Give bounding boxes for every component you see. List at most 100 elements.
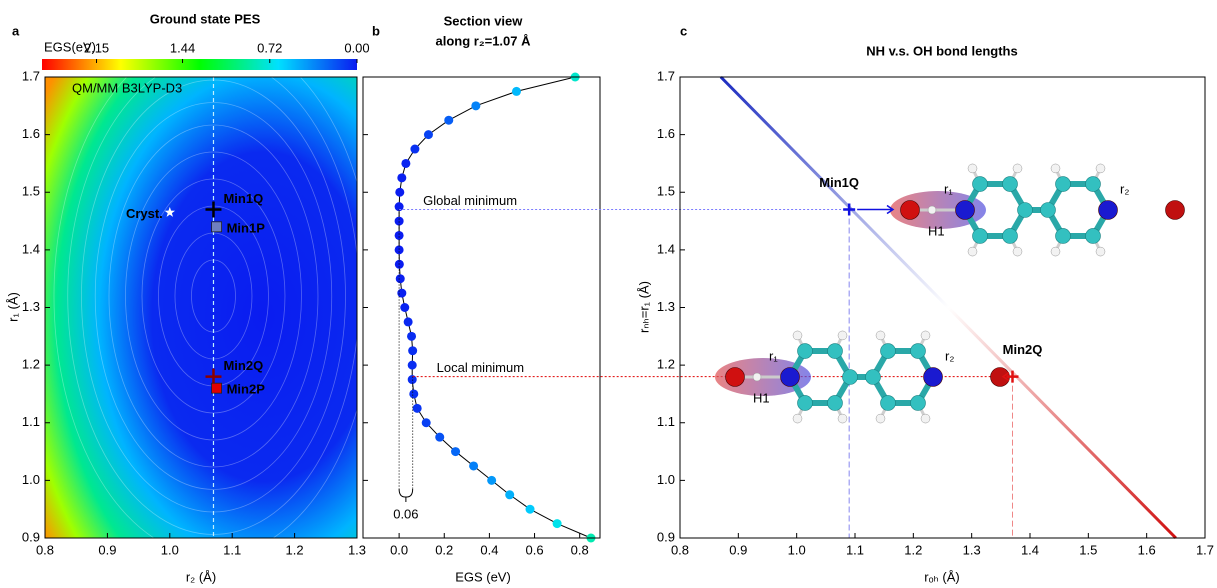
- atom-c: [1002, 176, 1018, 192]
- atom-c: [972, 228, 988, 244]
- y-tick-label: 1.0: [657, 472, 675, 487]
- x-tick-label: 1.2: [904, 542, 922, 557]
- data-point: [409, 389, 419, 399]
- atom-h: [967, 246, 978, 257]
- atom-h: [1050, 246, 1061, 257]
- atom-h: [1095, 246, 1106, 257]
- y-tick-label: 0.9: [22, 529, 40, 544]
- point-marker: [164, 206, 176, 217]
- point-marker: [211, 382, 223, 394]
- point-label: Min1P: [227, 220, 266, 235]
- data-point: [403, 317, 413, 327]
- atom-c: [972, 176, 988, 192]
- data-point: [412, 403, 422, 413]
- molecule-label: r₁: [769, 348, 778, 363]
- atom-c: [1040, 202, 1056, 218]
- y-tick-label: 1.1: [22, 414, 40, 429]
- contour-line: [53, 34, 374, 558]
- atom-h: [792, 413, 803, 424]
- atom: [1165, 200, 1185, 220]
- x-tick-label: 0.8: [571, 542, 589, 557]
- molecule-label: r₂: [945, 348, 954, 363]
- data-point: [408, 346, 418, 356]
- data-point: [394, 245, 404, 255]
- gap-label: 0.06: [393, 506, 418, 521]
- point-label: Min1Q: [223, 191, 263, 206]
- point-marker: [205, 368, 222, 385]
- minimum-label: Local minimum: [437, 360, 524, 375]
- x-axis-label: EGS (eV): [455, 569, 511, 584]
- x-tick-label: 1.3: [963, 542, 981, 557]
- plot-frame: [679, 76, 1206, 539]
- point-marker: [205, 201, 222, 218]
- atom-c: [1002, 228, 1018, 244]
- data-point: [394, 230, 404, 240]
- chart-title: Ground state PES: [150, 11, 261, 26]
- atom-h: [875, 330, 886, 341]
- atom-c: [865, 369, 881, 385]
- colorbar: [42, 59, 357, 70]
- data-point: [395, 187, 405, 197]
- y-tick-label: 1.0: [22, 472, 40, 487]
- data-point: [400, 303, 410, 312]
- x-tick-label: 1.3: [348, 542, 366, 557]
- y-tick-label: 1.5: [657, 184, 675, 199]
- data-point: [471, 101, 481, 111]
- x-tick-label: 0.6: [526, 542, 544, 557]
- x-tick-label: 1.4: [1021, 542, 1039, 557]
- molecule-label: H1: [928, 223, 945, 238]
- data-point: [394, 216, 404, 226]
- atom-h: [1012, 246, 1023, 257]
- atom: [900, 200, 920, 220]
- data-point: [552, 519, 562, 529]
- brace: [398, 489, 414, 503]
- arrow: [1001, 372, 1010, 382]
- panel-letter: b: [372, 23, 380, 38]
- atom-c: [1085, 228, 1101, 244]
- y-axis-label: r₁ (Å): [5, 292, 20, 322]
- y-tick-label: 1.4: [22, 241, 40, 256]
- atom-h: [837, 330, 848, 341]
- y-tick-label: 1.7: [22, 68, 40, 83]
- y-tick-label: 1.7: [657, 68, 675, 83]
- point-label: Min2Q: [1003, 342, 1043, 357]
- annotation: QM/MM B3LYP-D3: [72, 80, 182, 95]
- colorbar-tick-label: 1.44: [170, 40, 195, 55]
- point-marker: [843, 203, 856, 216]
- atom-c: [1055, 228, 1071, 244]
- data-point: [505, 490, 515, 500]
- point-marker: [1006, 370, 1019, 383]
- atom: [725, 367, 745, 387]
- x-tick-label: 1.1: [846, 542, 864, 557]
- data-point: [410, 144, 420, 154]
- data-point: [397, 173, 407, 183]
- y-tick-label: 1.6: [22, 126, 40, 141]
- x-tick-label: 1.6: [1138, 542, 1156, 557]
- x-tick-label: 0.9: [729, 542, 747, 557]
- heatmap: [45, 77, 357, 538]
- y-tick-label: 1.5: [22, 184, 40, 199]
- chart-title: NH v.s. OH bond lengths: [866, 43, 1017, 58]
- x-tick-label: 1.2: [286, 542, 304, 557]
- x-axis-label: rₒₕ (Å): [924, 569, 959, 584]
- atom-h: [752, 372, 762, 382]
- atom-h: [792, 330, 803, 341]
- atom-h: [837, 413, 848, 424]
- point-label: Min2P: [227, 382, 266, 397]
- chart-title: along r₂=1.07 Å: [435, 33, 531, 48]
- minimum-label: Global minimum: [423, 193, 517, 208]
- x-tick-label: 0.8: [36, 542, 54, 557]
- x-tick-label: 0.0: [390, 542, 408, 557]
- atom: [955, 200, 975, 220]
- x-axis-label: r₂ (Å): [186, 569, 216, 584]
- x-tick-label: 0.4: [480, 542, 498, 557]
- atom-c: [797, 343, 813, 359]
- data-point: [421, 418, 431, 428]
- atom-h: [1050, 163, 1061, 174]
- atom-c: [1085, 176, 1101, 192]
- atom-c: [827, 395, 843, 411]
- atom-h: [920, 330, 931, 341]
- plot-frame: [44, 76, 358, 539]
- y-tick-label: 0.9: [657, 529, 675, 544]
